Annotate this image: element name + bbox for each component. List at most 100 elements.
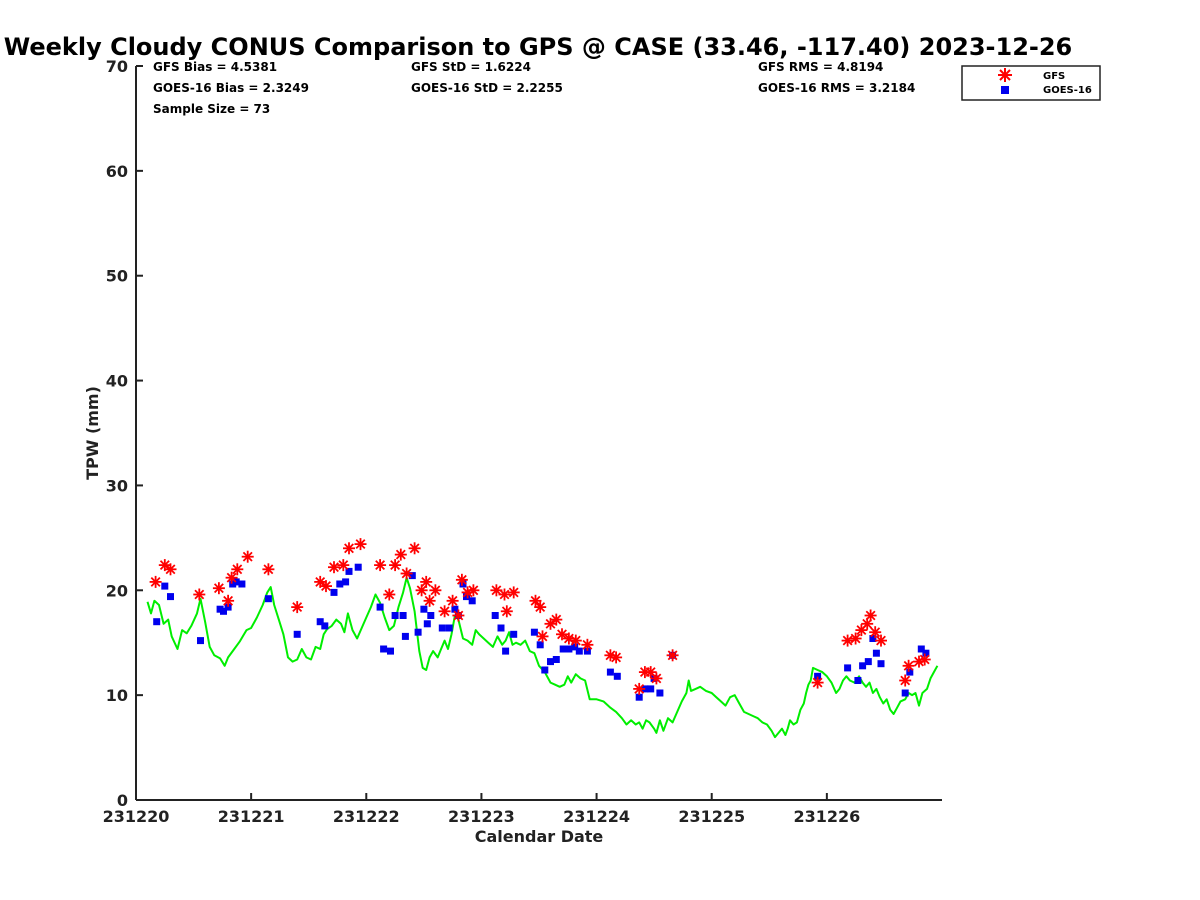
legend-goes16-marker bbox=[1001, 86, 1009, 94]
goes16-point bbox=[463, 593, 470, 601]
gfs-point bbox=[429, 584, 442, 597]
goes16-point bbox=[401, 632, 409, 640]
y-tick-label: 50 bbox=[106, 267, 128, 286]
legend-goes16-label: GOES-16 bbox=[1043, 85, 1092, 96]
gfs-point bbox=[231, 563, 244, 576]
goes16-point bbox=[906, 668, 914, 676]
gfs-series bbox=[149, 538, 931, 695]
goes16-point bbox=[854, 677, 862, 684]
gfs-point bbox=[149, 575, 162, 588]
goes16-point bbox=[387, 647, 394, 655]
goes16-point bbox=[647, 685, 655, 693]
goes16-point bbox=[565, 645, 573, 653]
goes16-point bbox=[391, 612, 399, 619]
gfs-point bbox=[498, 588, 511, 601]
goes16-point bbox=[232, 578, 240, 586]
gfs-point bbox=[536, 630, 549, 643]
gfs-point bbox=[869, 626, 882, 639]
gfs-point bbox=[328, 561, 340, 574]
goes16-point bbox=[220, 607, 227, 615]
goes16-point bbox=[922, 649, 930, 657]
statistics-annotations: GFS Bias = 4.5381 GOES-16 Bias = 2.3249 … bbox=[153, 60, 915, 116]
goes16-point bbox=[872, 649, 880, 657]
y-tick-label: 60 bbox=[106, 162, 128, 181]
chart-title: Weekly Cloudy CONUS Comparison to GPS @ … bbox=[4, 33, 1073, 61]
legend: GFS GOES-16 bbox=[961, 65, 1101, 101]
x-axis-label: Calendar Date bbox=[475, 827, 604, 846]
y-tick-label: 40 bbox=[106, 372, 128, 391]
stat-gfs-std: GFS StD = 1.6224 bbox=[411, 60, 531, 74]
goes16-point bbox=[635, 693, 643, 701]
goes16-point bbox=[583, 647, 591, 655]
goes16-point bbox=[559, 645, 567, 653]
gfs-point bbox=[420, 575, 433, 588]
gfs-point bbox=[581, 638, 594, 651]
goes16-point bbox=[399, 612, 407, 619]
gfs-point bbox=[354, 538, 367, 551]
goes16-point bbox=[917, 645, 925, 653]
gfs-point bbox=[666, 649, 679, 662]
goes16-point bbox=[376, 603, 384, 611]
goes16-point bbox=[445, 624, 453, 632]
gfs-point bbox=[550, 613, 563, 626]
gfs-point bbox=[556, 628, 568, 641]
goes16-point bbox=[438, 624, 446, 632]
gfs-point bbox=[438, 605, 451, 618]
gps-series bbox=[146, 576, 939, 739]
x-tick-label: 231224 bbox=[563, 807, 630, 826]
y-tick-label: 10 bbox=[106, 686, 128, 705]
goes16-point bbox=[844, 664, 852, 672]
goes16-point bbox=[859, 662, 867, 670]
gfs-point bbox=[320, 580, 332, 593]
stat-goes16-rms: GOES-16 RMS = 3.2184 bbox=[758, 81, 915, 95]
stat-goes16-bias: GOES-16 Bias = 2.3249 bbox=[153, 81, 309, 95]
goes16-point bbox=[420, 605, 428, 613]
goes16-point bbox=[613, 672, 621, 680]
gfs-point bbox=[534, 601, 547, 614]
goes16-point bbox=[345, 567, 353, 575]
goes16-point bbox=[468, 597, 476, 605]
gfs-point bbox=[446, 594, 459, 607]
gfs-point bbox=[225, 571, 238, 584]
goes16-point bbox=[459, 580, 467, 588]
gfs-point bbox=[452, 609, 465, 622]
goes16-point bbox=[380, 645, 388, 653]
gfs-point bbox=[383, 588, 396, 601]
gfs-point bbox=[455, 573, 468, 586]
gfs-point bbox=[408, 542, 421, 555]
legend-gfs-marker bbox=[998, 68, 1012, 82]
gfs-point bbox=[394, 548, 407, 561]
goes16-point bbox=[330, 588, 338, 596]
gfs-point bbox=[507, 586, 520, 599]
gfs-point bbox=[875, 634, 887, 647]
gfs-point bbox=[222, 594, 235, 607]
y-tick-label: 30 bbox=[106, 476, 128, 495]
gfs-point bbox=[415, 584, 428, 597]
goes16-point bbox=[153, 618, 161, 626]
stat-goes16-std: GOES-16 StD = 2.2255 bbox=[411, 81, 563, 95]
goes16-point bbox=[264, 595, 272, 603]
gfs-point bbox=[849, 632, 862, 645]
gfs-point bbox=[902, 659, 915, 672]
gfs-point bbox=[193, 588, 206, 601]
x-tick-label: 231221 bbox=[218, 807, 285, 826]
goes16-point bbox=[571, 643, 579, 651]
gps-line bbox=[146, 576, 939, 739]
goes16-point bbox=[224, 603, 232, 611]
x-tick-label: 231220 bbox=[103, 807, 170, 826]
gfs-point bbox=[337, 559, 350, 572]
gfs-point bbox=[529, 594, 542, 607]
goes16-point bbox=[316, 618, 324, 626]
gfs-point bbox=[610, 651, 623, 664]
goes16-point bbox=[869, 635, 877, 642]
y-tick-label: 20 bbox=[106, 581, 128, 600]
gfs-point bbox=[241, 550, 254, 563]
goes16-point bbox=[877, 660, 885, 668]
goes16-point bbox=[342, 578, 350, 586]
goes16-point bbox=[423, 620, 431, 628]
goes16-point bbox=[901, 689, 909, 697]
goes16-series bbox=[153, 563, 930, 701]
gfs-point bbox=[291, 601, 304, 614]
gfs-point bbox=[400, 567, 413, 580]
